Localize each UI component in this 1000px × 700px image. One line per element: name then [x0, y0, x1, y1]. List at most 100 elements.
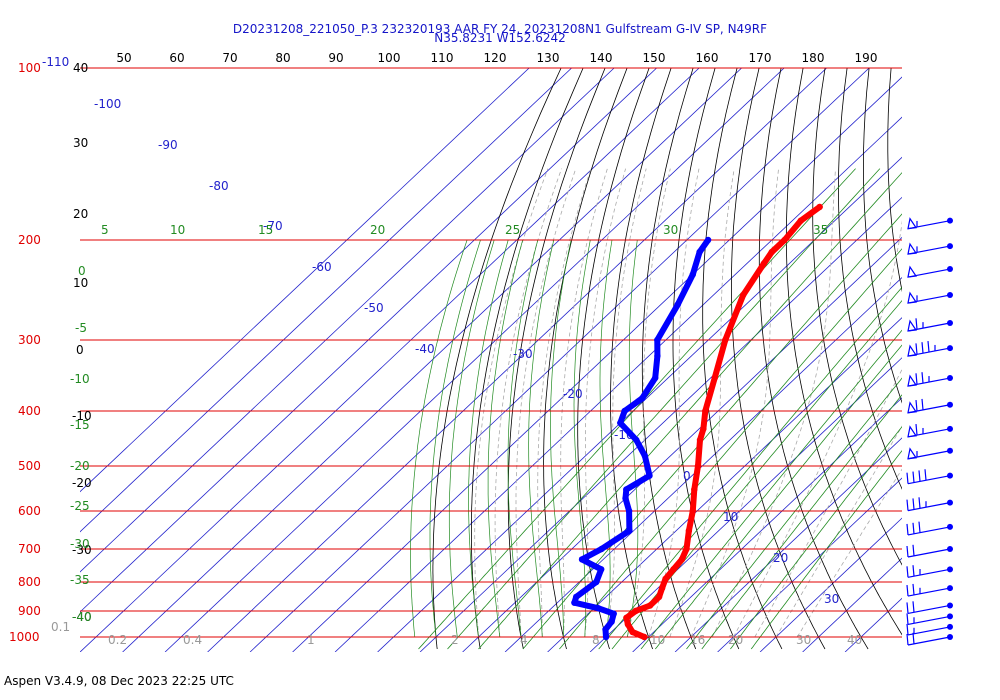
wind-barb-shaft: [907, 502, 951, 512]
temperature-point: [722, 336, 729, 344]
dewpoint-point: [623, 486, 630, 493]
temperature-point: [658, 584, 666, 592]
green-left-label: -10: [70, 372, 90, 386]
isotherm-label: -80: [209, 179, 229, 193]
wind-barb-shaft: [907, 587, 951, 597]
isotherm-label: -20: [563, 387, 583, 401]
pressure-label: 1000: [9, 630, 40, 644]
chart-title-line1: D20231208_221050_P.3 232320193 AAR FY 24…: [233, 22, 767, 36]
isotherm-line: [547, 317, 902, 652]
wind-barb-shaft: [907, 636, 951, 646]
moist-adiabat-line: [560, 168, 608, 638]
green-top-label: 10: [170, 223, 185, 237]
moist-adiabat-line: [690, 168, 779, 638]
wind-barb-flag: [907, 374, 918, 387]
dewpoint-point: [571, 599, 578, 606]
temperature-point: [740, 291, 747, 299]
isotherm-line: [844, 597, 902, 652]
temperature-point: [670, 566, 677, 573]
pressure-label: 300: [18, 333, 41, 347]
wind-barb-column: [906, 217, 953, 646]
dewpoint-point: [674, 301, 681, 308]
wind-barb-shaft: [907, 604, 951, 615]
wind-barb-feather: [906, 585, 909, 597]
moist-adiabat-line: [494, 168, 562, 638]
bottom-axis-label: 10: [650, 633, 665, 647]
mixing-ratio-line: [598, 286, 902, 650]
dewpoint-point: [639, 395, 646, 402]
temperature-point: [641, 633, 648, 641]
dry-adiabat-line: [862, 68, 902, 404]
green-top-label: 5: [101, 223, 109, 237]
dry-adiabat-line: [432, 68, 562, 650]
temperature-point: [629, 628, 636, 636]
isotherm-line: [80, 68, 572, 533]
wind-barb-flag: [907, 265, 918, 278]
temperature-point: [797, 217, 804, 224]
dewpoint-point: [610, 610, 617, 617]
dry-adiabat-line: [935, 68, 1000, 649]
dewpoint-point: [654, 336, 661, 344]
isotherm-line: [419, 196, 902, 652]
temperature-point: [711, 374, 718, 382]
pressure-label: 600: [18, 504, 41, 518]
wind-barb-flag: [907, 425, 918, 438]
isotherm-line: [80, 68, 657, 613]
green-adiabat-line: [410, 239, 468, 638]
dewpoint-point: [689, 271, 696, 278]
mixing-ratio-line: [701, 394, 902, 650]
top-axis-tick-label: 110: [431, 51, 454, 65]
green-top-label: 30: [663, 223, 678, 237]
temperature-point: [691, 486, 698, 493]
green-left-label: -15: [70, 418, 90, 432]
dry-adiabat-line: [887, 68, 902, 293]
green-top-label: 20: [370, 223, 385, 237]
green-left-label: -5: [75, 321, 87, 335]
dewpoint-point: [602, 626, 609, 633]
isotherm-line: [334, 116, 902, 652]
temperature-point: [689, 507, 696, 515]
temperature-point: [623, 614, 630, 621]
isotherm-line: [164, 68, 785, 652]
isotherm-label: 0: [683, 469, 691, 483]
wind-barb-feather: [915, 373, 918, 385]
dry-adiabat-line: [758, 68, 869, 650]
wind-barb-feather: [924, 469, 927, 481]
top-axis-tick-label: 150: [643, 51, 666, 65]
isotherm-label: -70: [263, 219, 283, 233]
top-axis-tick-label: 50: [116, 51, 131, 65]
moist-adiabat-line: [754, 368, 902, 638]
top-axis-tick-label: 120: [484, 51, 507, 65]
temperature-point: [662, 575, 669, 583]
wind-barb-feather: [906, 633, 909, 646]
height-label: -40: [72, 610, 92, 624]
top-axis-tick-label: 180: [802, 51, 825, 65]
wind-barb-feather: [918, 470, 921, 482]
dewpoint-point: [573, 593, 580, 601]
isotherm-label: 10: [723, 510, 738, 524]
green-left-label: -20: [70, 459, 90, 473]
bottom-axis-label: 30: [796, 633, 811, 647]
pressure-label: 200: [18, 233, 41, 247]
moist-adiabat-line: [537, 168, 592, 637]
wind-barb-shaft: [907, 475, 951, 485]
temperature-point: [646, 602, 654, 609]
wind-barb-shaft: [907, 615, 951, 626]
green-left-label: -30: [70, 537, 90, 551]
dewpoint-point: [652, 374, 659, 382]
pressure-label: 400: [18, 404, 41, 418]
pressure-label: 800: [18, 575, 41, 589]
temperature-point: [685, 527, 693, 534]
temperature-point: [768, 248, 775, 256]
grid-lines: [80, 68, 1000, 652]
top-axis-tick-label: 190: [855, 51, 878, 65]
bottom-axis-label: 40: [847, 633, 862, 647]
top-axis-tick-label: 90: [328, 51, 343, 65]
temperature-point: [632, 607, 639, 615]
wind-barb-feather: [921, 398, 924, 410]
isotherm-line: [504, 277, 902, 652]
height-label: 40: [73, 61, 88, 75]
dewpoint-point: [625, 507, 633, 515]
pressure-label: 500: [18, 459, 41, 473]
